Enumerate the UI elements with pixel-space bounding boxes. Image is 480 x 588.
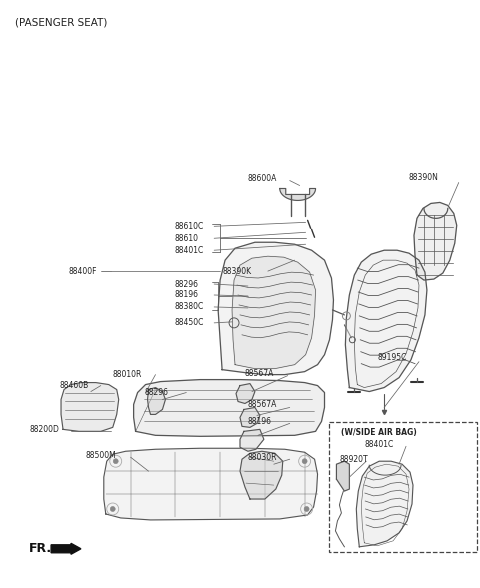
Bar — [329, 422, 477, 552]
Polygon shape — [61, 383, 119, 432]
Text: 88567A: 88567A — [248, 400, 277, 409]
Text: 88610: 88610 — [174, 234, 198, 243]
Polygon shape — [240, 407, 260, 427]
Circle shape — [302, 459, 307, 464]
Polygon shape — [104, 448, 318, 520]
Polygon shape — [414, 202, 457, 280]
Text: 88920T: 88920T — [339, 455, 368, 464]
Polygon shape — [356, 461, 413, 547]
Text: 88401C: 88401C — [364, 440, 394, 449]
Text: 88390K: 88390K — [222, 266, 251, 276]
Text: 88196: 88196 — [248, 417, 272, 426]
Text: 88600A: 88600A — [248, 174, 277, 183]
Polygon shape — [240, 451, 283, 499]
Circle shape — [110, 506, 115, 512]
Polygon shape — [280, 189, 315, 201]
Text: 88400F: 88400F — [69, 266, 97, 276]
Polygon shape — [240, 429, 264, 451]
Text: FR.: FR. — [29, 542, 52, 555]
Polygon shape — [232, 256, 315, 369]
Text: 88296: 88296 — [174, 279, 198, 289]
Text: 88401C: 88401C — [174, 246, 204, 255]
Polygon shape — [133, 380, 324, 436]
Polygon shape — [346, 250, 427, 392]
Text: (W/SIDE AIR BAG): (W/SIDE AIR BAG) — [341, 428, 417, 437]
Circle shape — [304, 506, 309, 512]
FancyArrow shape — [51, 543, 81, 554]
Text: 88450C: 88450C — [174, 318, 204, 328]
Text: 88500M: 88500M — [86, 451, 117, 460]
Circle shape — [113, 459, 118, 464]
Polygon shape — [218, 242, 334, 375]
Text: 88390N: 88390N — [408, 173, 438, 182]
Text: (PASENGER SEAT): (PASENGER SEAT) — [15, 17, 108, 27]
Polygon shape — [147, 387, 166, 415]
Polygon shape — [336, 461, 349, 491]
Text: 88200D: 88200D — [29, 425, 59, 434]
Text: 88380C: 88380C — [174, 302, 204, 312]
Text: 88610C: 88610C — [174, 222, 204, 231]
Polygon shape — [236, 383, 255, 403]
Text: 88030R: 88030R — [248, 453, 277, 462]
Text: 88567A: 88567A — [245, 369, 275, 378]
Text: 89195C: 89195C — [377, 353, 407, 362]
Text: 88196: 88196 — [174, 290, 198, 299]
Text: 88296: 88296 — [144, 388, 168, 397]
Text: 88460B: 88460B — [59, 381, 88, 390]
Text: 88010R: 88010R — [113, 370, 142, 379]
